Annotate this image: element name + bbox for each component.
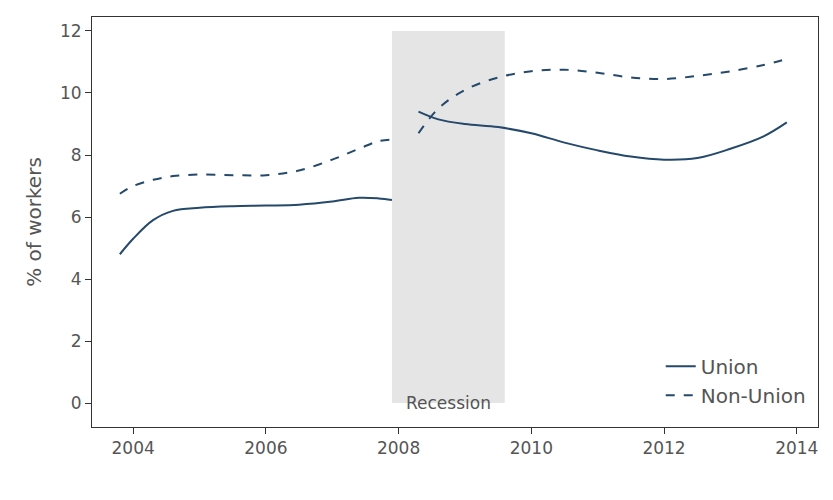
svg-text:2012: 2012 [642, 438, 685, 458]
svg-text:Union: Union [701, 355, 759, 379]
svg-text:0: 0 [71, 393, 82, 413]
svg-text:2008: 2008 [377, 438, 420, 458]
svg-text:6: 6 [71, 207, 82, 227]
svg-text:2010: 2010 [510, 438, 553, 458]
svg-text:10: 10 [60, 83, 82, 103]
svg-text:Non-Union: Non-Union [701, 384, 806, 408]
svg-text:Recession: Recession [406, 393, 491, 413]
svg-text:2: 2 [71, 331, 82, 351]
svg-text:2006: 2006 [244, 438, 287, 458]
svg-text:12: 12 [60, 21, 82, 41]
svg-text:% of workers: % of workers [22, 157, 46, 287]
svg-text:2014: 2014 [775, 438, 818, 458]
svg-text:2004: 2004 [112, 438, 155, 458]
svg-text:8: 8 [71, 145, 82, 165]
svg-text:4: 4 [71, 269, 82, 289]
